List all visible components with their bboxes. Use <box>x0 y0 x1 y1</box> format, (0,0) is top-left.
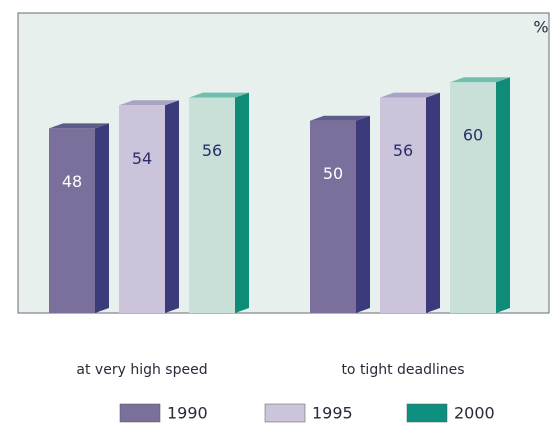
bar <box>189 97 235 313</box>
legend-swatch <box>406 403 448 423</box>
value-label: 56 <box>393 141 413 160</box>
value-label: 48 <box>62 172 82 191</box>
bar <box>380 97 426 313</box>
bar-top <box>189 92 249 98</box>
bar-top <box>450 77 510 83</box>
bar <box>450 82 496 313</box>
bar-side <box>356 115 370 313</box>
bar-side <box>235 92 249 313</box>
value-label: 50 <box>323 164 343 183</box>
bar-top <box>310 115 370 121</box>
value-label: 54 <box>132 149 152 168</box>
x-tick-label: at very high speed <box>76 362 207 378</box>
bar-top <box>49 123 109 129</box>
bar-side <box>165 100 179 313</box>
bar-top <box>380 92 440 98</box>
y-axis-label: % <box>533 18 548 37</box>
legend-swatch <box>264 403 306 423</box>
bar-side <box>426 92 440 313</box>
bar-top <box>119 100 179 106</box>
bar <box>310 120 356 313</box>
value-label: 60 <box>463 126 483 145</box>
bar-side <box>95 123 109 313</box>
bar <box>119 105 165 313</box>
legend-swatch <box>119 403 161 423</box>
x-tick-label: to tight deadlines <box>341 362 464 378</box>
bar-side <box>496 77 510 313</box>
legend-label: 2000 <box>454 404 495 423</box>
bar <box>49 128 95 313</box>
legend-label: 1995 <box>312 404 353 423</box>
legend-label: 1990 <box>167 404 208 423</box>
value-label: 56 <box>202 141 222 160</box>
